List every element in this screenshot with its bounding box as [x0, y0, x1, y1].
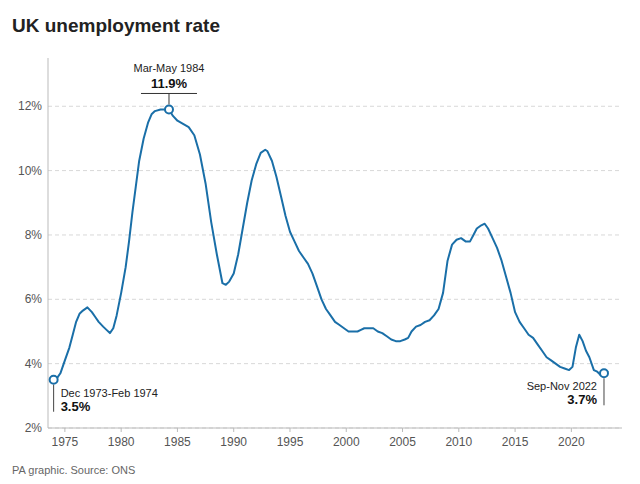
y-tick-label: 6%	[25, 292, 43, 306]
x-tick-label: 2010	[445, 435, 472, 449]
annotation-value: 11.9%	[151, 76, 188, 91]
x-tick-label: 1975	[52, 435, 79, 449]
plot-data	[50, 105, 608, 383]
y-axis-line	[48, 58, 49, 428]
grid	[48, 106, 622, 428]
x-tick-label: 1980	[108, 435, 135, 449]
source: PA graphic. Source: ONS	[12, 464, 135, 476]
annotation-value: 3.5%	[61, 399, 91, 414]
x-tick	[289, 428, 290, 432]
x-tick-label: 1990	[220, 435, 247, 449]
grid-line	[48, 299, 622, 300]
grid-line	[48, 170, 622, 171]
chart: UK unemployment rate 2% 4% 6% 8% 10% 12% 1975 19…	[0, 0, 640, 484]
x-tick-label: 1995	[277, 435, 304, 449]
x-tick	[346, 428, 347, 432]
axes: 2% 4% 6% 8% 10% 12% 1975 1980 1985 1990 1995 2000 20…	[18, 58, 622, 449]
annotation-bracket	[141, 93, 197, 94]
annotation-stem	[168, 93, 169, 104]
title: UK unemployment rate	[12, 15, 220, 36]
y-tick-label: 4%	[25, 357, 43, 371]
annotation-label: Mar-May 1984	[134, 62, 205, 74]
annotation-label: Sep-Nov 2022	[527, 380, 597, 392]
y-tick-label: 8%	[25, 228, 43, 242]
data-line	[54, 109, 608, 379]
annotation-label: Dec 1973-Feb 1974	[61, 387, 158, 399]
annotations: 11.9% Mar-May 1984 Dec 1973-Feb 19743.5% Se…	[54, 62, 604, 413]
y-tick-label: 2%	[25, 421, 43, 435]
annotation-marker	[165, 105, 173, 113]
x-tick	[177, 428, 178, 432]
annotation-marker	[600, 369, 608, 377]
x-tick-label: 2005	[389, 435, 416, 449]
annotation-marker	[50, 376, 58, 384]
x-tick	[571, 428, 572, 432]
annotation-stem	[603, 378, 604, 405]
x-tick	[121, 428, 122, 432]
x-tick	[64, 428, 65, 432]
annotation-value: 3.7%	[567, 392, 597, 407]
grid-line	[48, 234, 622, 235]
x-tick	[233, 428, 234, 432]
x-tick-label: 2000	[333, 435, 360, 449]
x-tick	[458, 428, 459, 432]
x-axis-line	[48, 428, 622, 429]
x-tick-label: 1985	[164, 435, 191, 449]
x-tick	[515, 428, 516, 432]
grid-line	[48, 363, 622, 364]
x-tick	[402, 428, 403, 432]
x-tick-label: 2015	[502, 435, 529, 449]
x-tick-label: 2020	[558, 435, 585, 449]
y-tick-label: 10%	[18, 164, 42, 178]
y-tick-label: 12%	[18, 99, 42, 113]
grid-line	[48, 428, 622, 429]
annotation-stem	[53, 385, 54, 412]
grid-line	[48, 106, 622, 107]
